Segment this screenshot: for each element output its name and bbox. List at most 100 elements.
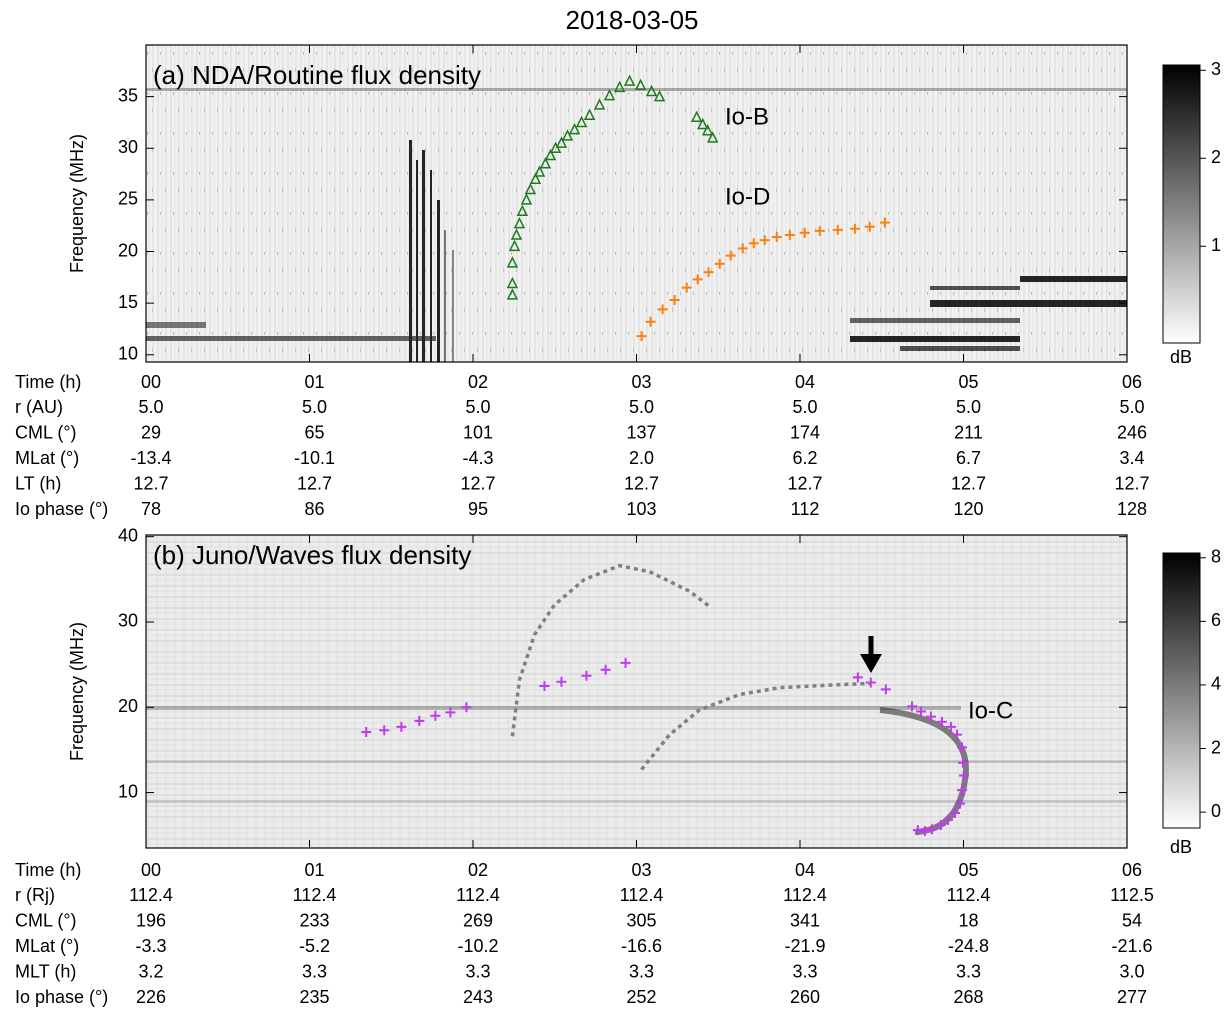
plus-marker: [915, 706, 926, 717]
y-tick-label: 15: [118, 292, 138, 312]
plus-marker: [681, 282, 692, 293]
plus-marker: [864, 221, 875, 232]
colorbar-tick-label: 0: [1211, 801, 1221, 821]
spectrogram-a: [146, 45, 1127, 362]
y-tick-label: 25: [118, 189, 138, 209]
colorbar-tick-label: 4: [1211, 674, 1221, 694]
y-axis-label: Frequency (MHz): [67, 134, 87, 273]
y-axis-label: Frequency (MHz): [67, 622, 87, 761]
triangle-marker: [645, 84, 658, 97]
ephemeris-value: 112.4: [783, 885, 827, 905]
ephemeris-value: -21.9: [784, 936, 825, 956]
ephemeris-value: 243: [463, 987, 493, 1007]
triangle-marker: [524, 182, 537, 195]
colorbar-label: dB: [1170, 347, 1192, 367]
row-label: r (AU): [15, 397, 63, 417]
plus-marker: [430, 710, 441, 721]
ephemeris-value: 305: [626, 911, 656, 931]
plus-marker: [852, 672, 863, 683]
colorbar-tick-label: 3: [1211, 59, 1221, 79]
y-tick-label: 20: [118, 696, 138, 716]
y-tick-label: 10: [118, 344, 138, 364]
plus-marker: [645, 316, 656, 327]
triangle-marker: [555, 136, 568, 148]
ephemeris-value: 65: [304, 423, 324, 443]
plus-marker: [414, 715, 425, 726]
ephemeris-value: 269: [463, 911, 493, 931]
plus-marker: [759, 235, 770, 246]
colorbar: [1162, 552, 1201, 829]
triangle-marker: [533, 165, 546, 177]
track-line: [510, 563, 711, 737]
arrow: [860, 636, 882, 673]
triangle-marker: [513, 216, 526, 229]
y-tick-label: 30: [118, 611, 138, 631]
ephemeris-value: 235: [299, 987, 329, 1007]
plus-marker: [945, 721, 956, 732]
ephemeris-value: 3.3: [792, 961, 817, 981]
triangle-marker: [520, 193, 533, 205]
annotation: Io-B: [725, 103, 769, 130]
x-tick-label: 06: [1122, 372, 1142, 392]
ephemeris-value: 12.7: [787, 473, 822, 493]
plus-marker: [657, 304, 668, 315]
ephemeris-value: 277: [1117, 987, 1147, 1007]
plus-marker: [361, 727, 372, 738]
plus-marker: [669, 295, 680, 306]
x-axis-label: Time (h): [15, 372, 81, 392]
row-label: CML (°): [15, 423, 77, 443]
x-tick-label: 01: [304, 372, 324, 392]
plus-marker: [942, 814, 953, 825]
x-tick-label: 04: [795, 372, 815, 392]
row-label: CML (°): [15, 911, 77, 931]
ephemeris-value: 3.3: [956, 961, 981, 981]
plus-marker: [714, 258, 725, 269]
plus-marker: [936, 716, 947, 727]
row-label: MLat (°): [15, 936, 79, 956]
ephemeris-value: -16.6: [621, 936, 662, 956]
ephemeris-value: -4.3: [462, 448, 493, 468]
ephemeris-value: 5.0: [465, 397, 490, 417]
ephemeris-value: 226: [136, 987, 166, 1007]
ephemeris-value: -21.6: [1111, 936, 1152, 956]
plus-marker: [906, 701, 917, 712]
figure-title: 2018-03-05: [566, 5, 699, 35]
plus-marker: [737, 243, 748, 254]
ephemeris-value: 174: [790, 423, 820, 443]
colorbar-tick-label: 2: [1211, 147, 1221, 167]
ephemeris-value: 101: [463, 423, 493, 443]
ephemeris-value: 18: [958, 911, 978, 931]
plus-marker: [379, 725, 390, 736]
ephemeris-value: 5.0: [302, 397, 327, 417]
colorbar-tick-label: 6: [1211, 610, 1221, 630]
x-tick-label: 04: [795, 860, 815, 880]
plus-marker: [799, 227, 810, 238]
ephemeris-value: 112.4: [456, 885, 500, 905]
plus-marker: [461, 702, 472, 713]
y-tick-label: 30: [118, 137, 138, 157]
ephemeris-value: 6.2: [792, 448, 817, 468]
annotation: Io-C: [968, 697, 1013, 724]
ephemeris-value: 2.0: [629, 448, 654, 468]
ephemeris-value: -3.3: [135, 936, 166, 956]
ephemeris-value: 12.7: [133, 473, 168, 493]
plus-marker: [703, 267, 714, 278]
plus-marker: [771, 232, 782, 243]
row-label: Io phase (°): [15, 499, 108, 519]
ephemeris-value: 128: [1117, 499, 1147, 519]
y-tick-label: 10: [118, 781, 138, 801]
triangle-marker: [697, 117, 709, 130]
ephemeris-value: 3.0: [1119, 961, 1144, 981]
plus-marker: [957, 785, 968, 796]
colorbar-label: dB: [1170, 837, 1192, 857]
row-label: LT (h): [15, 473, 61, 493]
plus-marker: [880, 684, 891, 695]
ephemeris-value: 78: [141, 499, 161, 519]
annotation: Io-D: [725, 183, 770, 210]
triangle-marker: [706, 131, 719, 143]
triangle-marker: [593, 98, 606, 110]
plus-marker: [958, 757, 969, 768]
colorbar-tick-label: 8: [1211, 547, 1221, 567]
plus-marker: [620, 657, 631, 668]
